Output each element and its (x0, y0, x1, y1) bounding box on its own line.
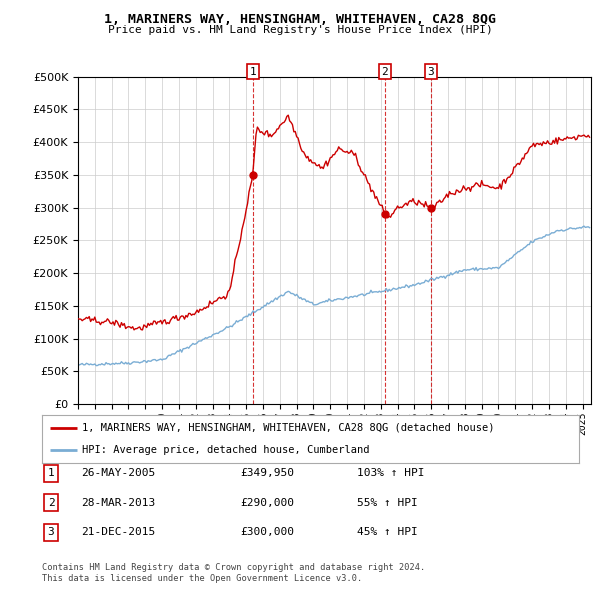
Text: 2: 2 (47, 498, 55, 507)
Text: HPI: Average price, detached house, Cumberland: HPI: Average price, detached house, Cumb… (82, 445, 370, 455)
Text: 3: 3 (427, 67, 434, 77)
Text: Contains HM Land Registry data © Crown copyright and database right 2024.: Contains HM Land Registry data © Crown c… (42, 563, 425, 572)
Text: 1, MARINERS WAY, HENSINGHAM, WHITEHAVEN, CA28 8QG: 1, MARINERS WAY, HENSINGHAM, WHITEHAVEN,… (104, 13, 496, 26)
Text: 55% ↑ HPI: 55% ↑ HPI (357, 498, 418, 507)
Text: 1: 1 (47, 468, 55, 478)
Text: 21-DEC-2015: 21-DEC-2015 (81, 527, 155, 537)
Text: Price paid vs. HM Land Registry's House Price Index (HPI): Price paid vs. HM Land Registry's House … (107, 25, 493, 35)
Text: £300,000: £300,000 (240, 527, 294, 537)
Text: This data is licensed under the Open Government Licence v3.0.: This data is licensed under the Open Gov… (42, 574, 362, 583)
Text: £349,950: £349,950 (240, 468, 294, 478)
Text: 3: 3 (47, 527, 55, 537)
Text: 28-MAR-2013: 28-MAR-2013 (81, 498, 155, 507)
Text: £290,000: £290,000 (240, 498, 294, 507)
Text: 2: 2 (382, 67, 388, 77)
Text: 26-MAY-2005: 26-MAY-2005 (81, 468, 155, 478)
Text: 103% ↑ HPI: 103% ↑ HPI (357, 468, 425, 478)
Text: 45% ↑ HPI: 45% ↑ HPI (357, 527, 418, 537)
Text: 1: 1 (250, 67, 256, 77)
Text: 1, MARINERS WAY, HENSINGHAM, WHITEHAVEN, CA28 8QG (detached house): 1, MARINERS WAY, HENSINGHAM, WHITEHAVEN,… (82, 423, 495, 433)
